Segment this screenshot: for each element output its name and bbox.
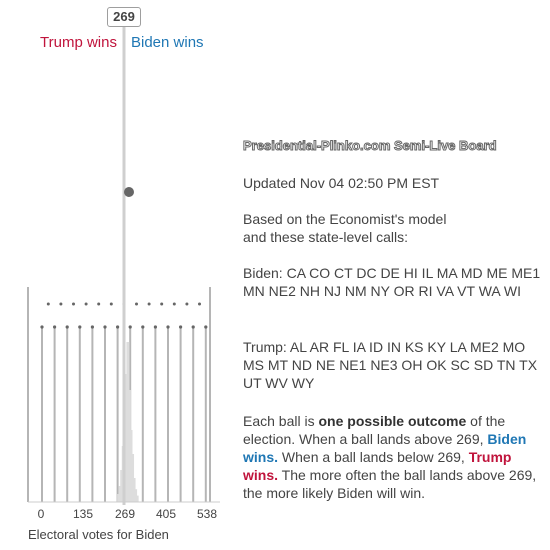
peg-icon	[128, 325, 132, 329]
axis-tick-405: 405	[155, 507, 177, 521]
explain-outcome: one possible outcome	[318, 413, 467, 429]
board-title: Presidential-Plinko.com Semi-Live Board	[243, 138, 498, 154]
peg-icon	[153, 325, 157, 329]
histogram-bar	[117, 494, 121, 502]
biden-wins-label: Biden wins	[131, 34, 204, 51]
axis-tick-135: 135	[72, 507, 94, 521]
peg-icon	[65, 325, 69, 329]
based-line-2: and these state-level calls:	[243, 229, 408, 245]
peg-icon	[53, 325, 57, 329]
histogram-bar	[120, 470, 124, 502]
histogram-bar	[129, 430, 133, 502]
axis-title: Electoral votes for Biden	[28, 527, 169, 542]
explain-part-3: When a ball lands below 269,	[278, 449, 469, 465]
histogram-bar	[118, 486, 122, 502]
updated-text: Updated Nov 04 02:50 PM EST	[243, 175, 440, 191]
peg-icon	[109, 302, 113, 306]
peg-icon	[97, 302, 101, 306]
peg-icon	[141, 325, 145, 329]
histogram-bar	[135, 495, 139, 502]
peg-icon	[179, 325, 183, 329]
explain-part-4: The more often the ball lands above 269,…	[243, 467, 537, 501]
trump-calls: Trump: AL AR FL IA ID IN KS KY LA ME2 MO…	[243, 339, 538, 391]
trump-wins-label: Trump wins	[40, 34, 117, 51]
histogram-bar	[134, 489, 138, 502]
peg-icon	[78, 325, 82, 329]
threshold-marker: 269	[107, 7, 141, 27]
histogram-bar	[126, 342, 130, 502]
peg-icon	[59, 302, 63, 306]
peg-icon	[185, 302, 189, 306]
axis-tick-538: 538	[196, 507, 218, 521]
plinko-board	[27, 27, 220, 505]
histogram-bar	[132, 478, 136, 502]
explain-biden-wins: Biden wins.	[243, 431, 527, 465]
peg-icon	[103, 325, 107, 329]
explain-part-1: Each ball is	[243, 413, 319, 429]
axis-tick-269: 269	[114, 507, 136, 521]
biden-calls: Biden: CA CO CT DC DE HI IL MA MD ME ME1…	[243, 265, 541, 299]
axis-tick-0: 0	[37, 507, 45, 521]
peg-icon	[166, 325, 170, 329]
peg-icon	[191, 325, 195, 329]
peg-icon	[116, 325, 120, 329]
peg-icon	[204, 325, 208, 329]
histogram-bar	[131, 454, 135, 502]
based-line-1: Based on the Economist's model	[243, 211, 447, 227]
explanation-text: Each ball is one possible outcome of the…	[243, 412, 548, 502]
peg-icon	[135, 302, 138, 306]
histogram-bar	[124, 374, 128, 502]
explain-part-2: of the election. When a ball lands above…	[243, 413, 506, 447]
peg-icon	[46, 302, 50, 306]
peg-icon	[198, 302, 201, 306]
outcome-histogram	[117, 342, 139, 502]
ball-icon	[124, 187, 134, 197]
peg-icon	[147, 302, 151, 306]
peg-icon	[172, 302, 176, 306]
slot-dividers	[27, 287, 211, 502]
peg-icon	[40, 325, 44, 329]
based-on-text: Based on the Economist's model and these…	[243, 210, 548, 246]
peg-icon	[160, 302, 164, 306]
explain-trump-wins: Trump wins.	[243, 449, 512, 483]
peg-icon	[72, 302, 75, 306]
peg-row-bottom	[40, 325, 208, 329]
histogram-bar	[127, 390, 131, 502]
peg-icon	[84, 302, 88, 306]
peg-icon	[90, 325, 94, 329]
